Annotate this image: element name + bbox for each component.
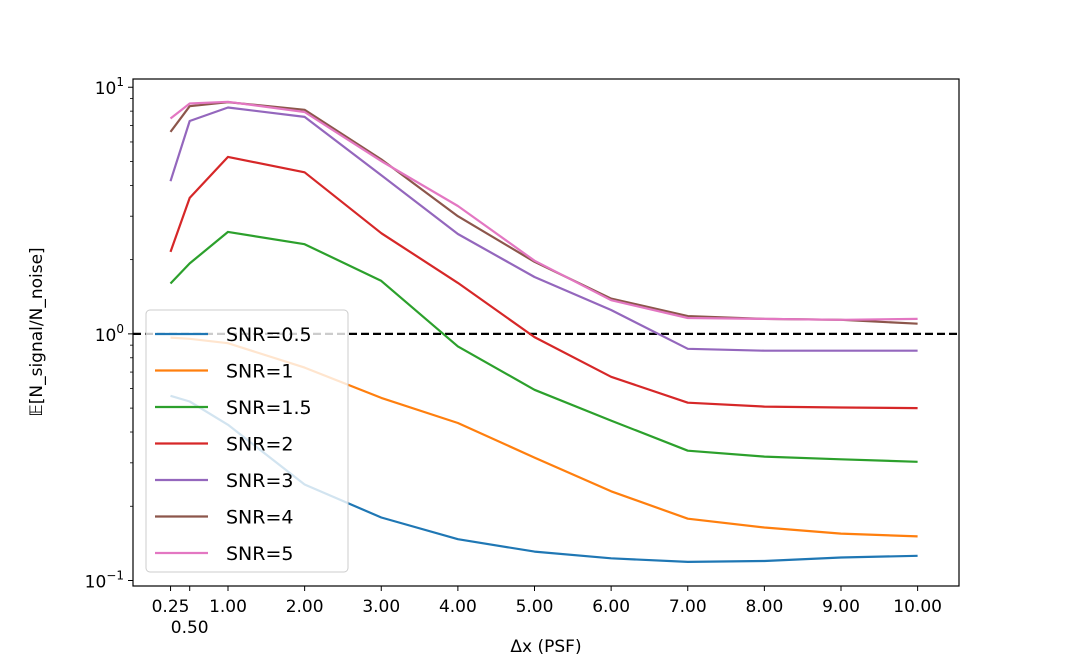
plot-area: 0.250.501.00 2.00 3.00 4.00 5.00 6.00 7.00 8.00… — [85, 75, 960, 638]
y-axis-label: 𝔼[N_signal/N_noise] — [27, 247, 47, 416]
x-tick-label: 10.00 — [893, 597, 942, 617]
legend-label: SNR=3 — [226, 470, 293, 492]
x-tick-label: 2.00 — [286, 597, 324, 617]
series-line-SNR=2 — [169, 155, 918, 410]
x-tick-label: 5.00 — [516, 597, 554, 617]
series-line-SNR=3 — [169, 106, 918, 352]
legend-label: SNR=2 — [226, 434, 293, 456]
x-axis-label: Δx (PSF) — [510, 637, 581, 657]
legend-label: SNR=1.5 — [226, 397, 312, 419]
x-tick-label: 6.00 — [592, 597, 630, 617]
legend-label: SNR=1 — [226, 361, 293, 383]
x-tick-label: 0.50 — [171, 618, 209, 638]
axes-frame — [132, 78, 960, 587]
x-tick-label: 3.00 — [362, 597, 400, 617]
x-tick-label: 0.25 — [152, 597, 190, 617]
series-line-SNR=5 — [169, 100, 918, 321]
y-tick-label: 100 — [95, 322, 124, 346]
legend-label: SNR=0.5 — [226, 324, 312, 346]
legend-label: SNR=4 — [226, 507, 293, 529]
series-line-SNR=4 — [169, 101, 918, 325]
legend: SNR=0.5 SNR=1 SNR=1.5 SNR=2 SNR=3 SNR=4 SNR=5 — [145, 309, 349, 573]
legend-box — [145, 309, 349, 573]
x-tick-label: 8.00 — [745, 597, 783, 617]
series-line-SNR=1.5 — [169, 230, 918, 463]
y-tick-label: 10−1 — [85, 569, 124, 593]
x-tick-label: 9.00 — [822, 597, 860, 617]
legend-label: SNR=5 — [226, 543, 293, 565]
y-tick-label: 101 — [95, 75, 124, 99]
x-tick-label: 7.00 — [669, 597, 707, 617]
x-tick-label: 4.00 — [439, 597, 477, 617]
x-tick-label: 1.00 — [209, 597, 247, 617]
